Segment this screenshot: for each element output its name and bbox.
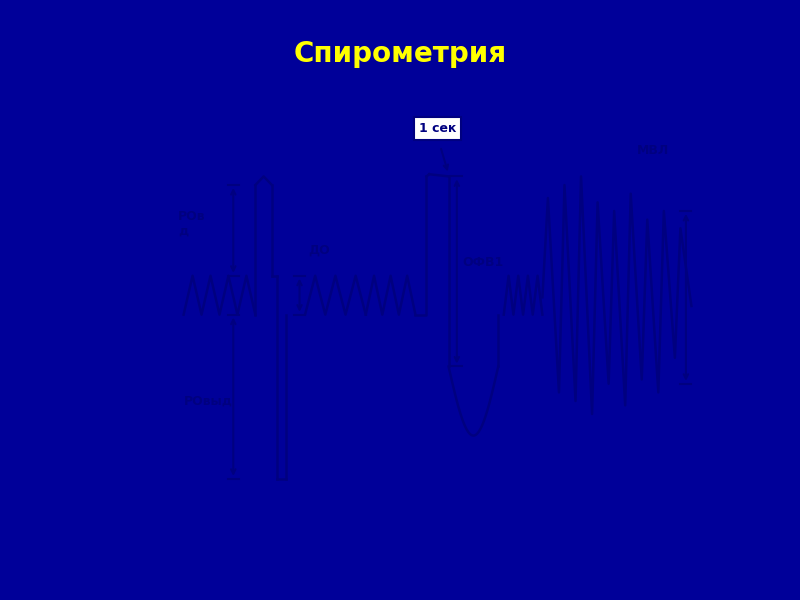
Text: РОвыд: РОвыд <box>184 395 233 407</box>
Text: ОФВ1: ОФВ1 <box>462 256 504 269</box>
Text: РОв
д: РОв д <box>178 210 206 238</box>
Text: МВЛ: МВЛ <box>637 144 669 157</box>
Text: ДО: ДО <box>308 244 330 256</box>
Text: 1 сек: 1 сек <box>419 122 456 136</box>
Text: Спирометрия: Спирометрия <box>294 40 506 68</box>
